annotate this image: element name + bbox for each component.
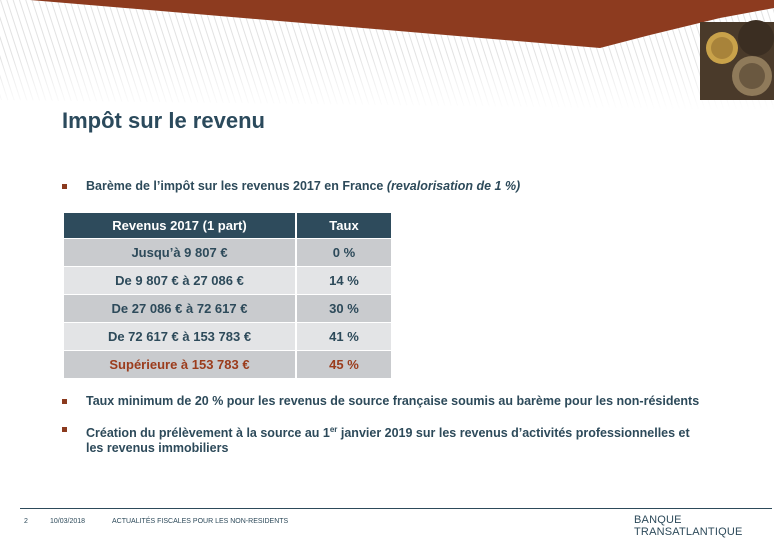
table-row-highlight: Supérieure à 153 783 € 45 % [64, 350, 391, 378]
minimum-text: Taux minimum de 20 % pour les revenus de… [86, 394, 700, 408]
bracket-cell: De 72 617 € à 153 783 € [64, 322, 297, 351]
bareme-text: Barème de l’impôt sur les revenus 2017 e… [86, 179, 387, 193]
header-taux: Taux [296, 213, 391, 239]
bareme-italic: (revalorisation de 1 %) [386, 179, 521, 193]
bullet-minimum: Taux minimum de 20 % pour les revenus de… [62, 394, 699, 409]
brand-swoosh [30, 0, 774, 48]
rate-cell: 30 % [296, 294, 391, 323]
footer-divider [20, 508, 772, 509]
bullet-prelevement: Création du prélèvement à la source au 1… [62, 422, 702, 456]
header-decoration [0, 0, 774, 110]
table-row: Jusqu’à 9 807 € 0 % [64, 238, 391, 267]
bullet-marker [62, 399, 67, 404]
coins-image [700, 20, 774, 100]
bracket-cell: De 27 086 € à 72 617 € [64, 294, 297, 323]
bracket-cell: De 9 807 € à 27 086 € [64, 266, 297, 295]
rate-cell: 14 % [296, 266, 391, 295]
prelevement-sup: er [329, 425, 338, 434]
page-number: 2 [24, 518, 28, 525]
prelevement-text: Création du prélèvement à la source au 1 [86, 426, 330, 441]
bracket-cell: Jusqu’à 9 807 € [64, 238, 297, 267]
bullet-marker [62, 427, 67, 432]
prelevement-text-rest: janvier 2019 sur les revenus d’activités… [86, 426, 690, 456]
rate-cell: 41 % [296, 322, 391, 351]
table-row: De 27 086 € à 72 617 € 30 % [64, 294, 391, 323]
brand-logo: BANQUE TRANSATLANTIQUE [634, 514, 743, 538]
page-title: Impôt sur le revenu [62, 108, 265, 133]
footer-date: 10/03/2018 [50, 518, 86, 525]
bullet-marker [62, 184, 67, 189]
table-row: De 72 617 € à 153 783 € 41 % [64, 322, 391, 351]
header-revenus: Revenus 2017 (1 part) [64, 213, 297, 239]
rate-cell: 45 % [296, 350, 391, 378]
table-header-row: Revenus 2017 (1 part) Taux [64, 213, 391, 239]
footer-title: ACTUALITÉS FISCALES POUR LES NON-RESIDEN… [112, 518, 289, 525]
bullet-bareme: Barème de l’impôt sur les revenus 2017 e… [62, 179, 520, 194]
tax-bracket-table: Revenus 2017 (1 part) Taux Jusqu’à 9 807… [64, 213, 391, 378]
table-row: De 9 807 € à 27 086 € 14 % [64, 266, 391, 295]
rate-cell: 0 % [296, 238, 391, 267]
bracket-cell: Supérieure à 153 783 € [64, 350, 297, 378]
